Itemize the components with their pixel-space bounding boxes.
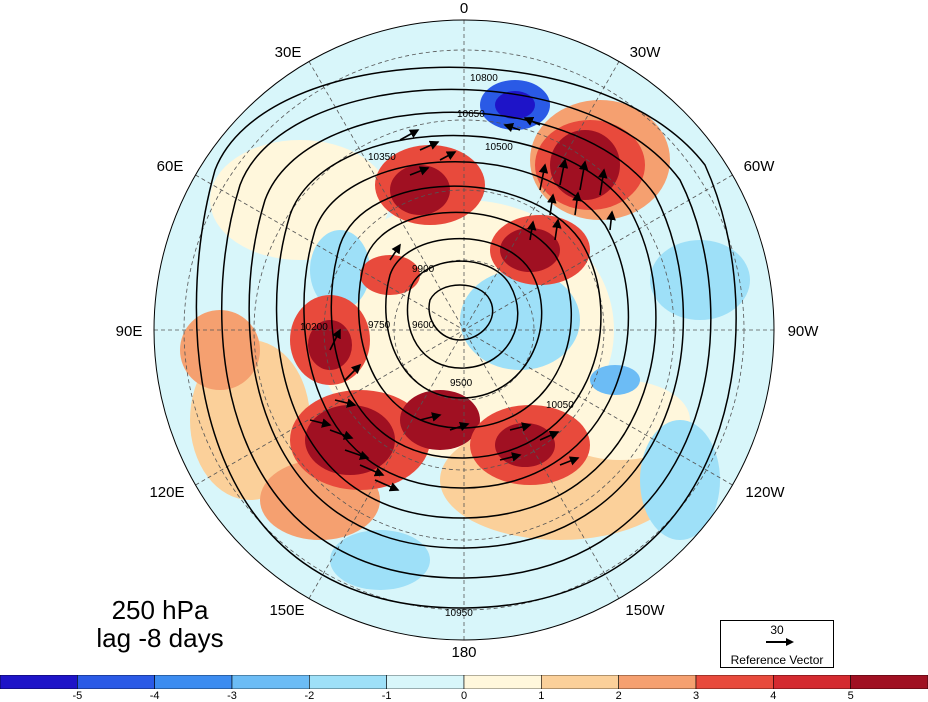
colorbar-segment — [773, 675, 851, 689]
panel-lag: lag -8 days — [96, 623, 224, 653]
colorbar — [0, 675, 928, 689]
contour-label: 10500 — [485, 142, 513, 153]
contour-label: 9500 — [450, 378, 473, 389]
contour-label: 9900 — [412, 264, 435, 275]
map-border — [153, 19, 775, 641]
contour-label: 10650 — [457, 109, 485, 120]
colorbar-tick-label: 4 — [770, 690, 777, 702]
colorbar-tick-label: -3 — [227, 690, 237, 702]
colorbar-segment — [463, 675, 542, 689]
contour-label: 10800 — [470, 73, 498, 84]
colorbar-tick-label: -5 — [72, 690, 83, 702]
colorbar-segment — [0, 675, 78, 689]
panel-level: 250 hPa — [111, 595, 209, 625]
lon-label-120w: 120W — [745, 484, 785, 501]
lon-label-120e: 120E — [149, 484, 184, 501]
lon-label-150w: 150W — [625, 602, 665, 619]
colorbar-segment — [618, 675, 697, 689]
lon-label-90e: 90E — [116, 323, 143, 340]
lon-label-180: 180 — [451, 644, 476, 661]
colorbar-tick-label: 5 — [847, 690, 854, 702]
colorbar-segment — [309, 675, 387, 689]
reference-vector-value: 30 — [770, 623, 784, 637]
lon-label-30w: 30W — [630, 44, 662, 61]
lon-label-60e: 60E — [157, 158, 184, 175]
contour-label: 10350 — [368, 152, 396, 163]
reference-vector-caption: Reference Vector — [730, 653, 824, 667]
wind-vectors — [309, 117, 616, 492]
colorbar-segment — [850, 675, 928, 689]
lon-label-0: 0 — [460, 0, 468, 17]
contour-label: 10950 — [445, 608, 473, 619]
lon-label-90w: 90W — [788, 323, 820, 340]
lon-label-30e: 30E — [275, 44, 302, 61]
graticule — [154, 20, 774, 640]
contour-label: 10050 — [546, 400, 574, 411]
colorbar-segment — [541, 675, 619, 689]
contour-label: 9600 — [412, 320, 435, 331]
colorbar-tick-label: 3 — [692, 690, 700, 702]
colorbar-segment — [154, 675, 233, 689]
colorbar-segment — [386, 675, 465, 689]
lon-label-150e: 150E — [269, 602, 304, 619]
contour-label: 9750 — [368, 320, 391, 331]
colorbar-segment — [231, 675, 310, 689]
height-contours — [195, 66, 737, 609]
colorbar-segment — [695, 675, 774, 689]
reference-arrow-icon — [766, 638, 794, 646]
colorbar-tick-label: -1 — [381, 690, 392, 702]
contour-label: 10200 — [300, 322, 328, 333]
colorbar-tick-label: -2 — [304, 690, 315, 702]
colorbar-tick-label: 2 — [615, 690, 622, 702]
colorbar-tick-label: 0 — [460, 690, 468, 702]
reference-vector-box: 30 Reference Vector — [720, 620, 834, 668]
colorbar-segment — [77, 675, 155, 689]
colorbar-tick-label: 1 — [538, 690, 545, 702]
longitude-labels: 0 30E 60E 90E 120E 150E 180 150W 120W 90… — [116, 0, 820, 661]
lon-label-60w: 60W — [744, 158, 776, 175]
colorbar-tick-label: -4 — [149, 690, 160, 702]
contour-labels: 9500 9600 9750 9900 10050 10200 10350 10… — [300, 73, 574, 619]
